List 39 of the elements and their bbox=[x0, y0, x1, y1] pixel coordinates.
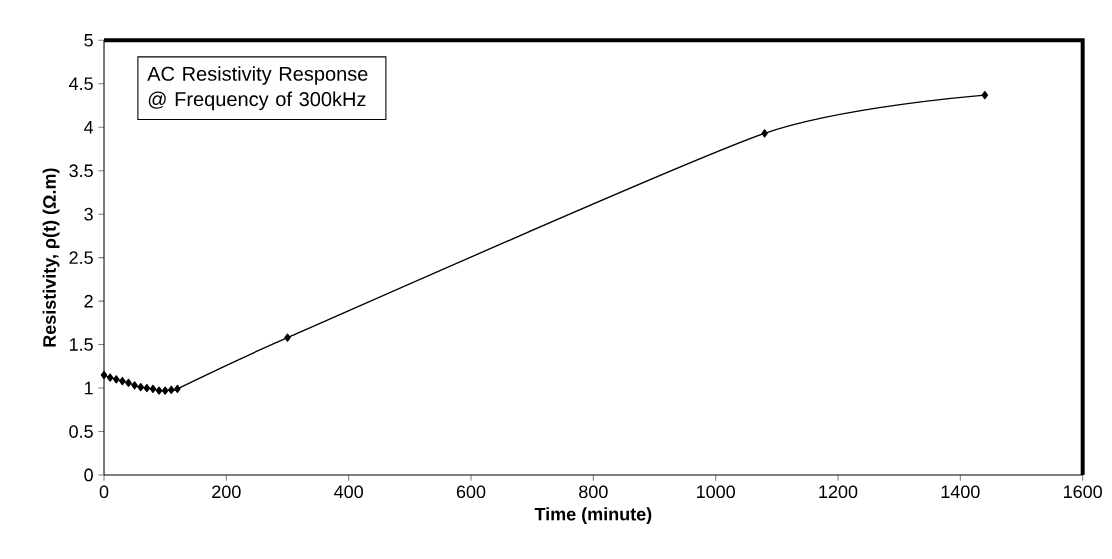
point bbox=[174, 384, 181, 394]
x-tick-label: 1600 bbox=[1064, 485, 1102, 499]
point bbox=[131, 381, 138, 390]
point bbox=[284, 333, 291, 342]
point bbox=[761, 129, 768, 138]
x-axis-title: Time (minute) bbox=[534, 507, 652, 525]
annotation: AC Resistivity Response @ Frequency of 300kHz bbox=[147, 66, 368, 111]
y-tick-label: 2.5 bbox=[69, 251, 93, 265]
x-tick-label: 1400 bbox=[941, 485, 980, 499]
y-tick-label: 1 bbox=[84, 381, 93, 395]
y-tick-label: 2 bbox=[84, 294, 93, 308]
y-tick-label: 4 bbox=[84, 121, 94, 134]
y-tick-label: 0 bbox=[84, 468, 93, 482]
x-tick-label: 400 bbox=[334, 485, 363, 499]
point bbox=[125, 378, 132, 387]
y-tick-label: 4.5 bbox=[69, 77, 93, 91]
y-tick-label: 3 bbox=[84, 207, 93, 221]
point bbox=[161, 386, 169, 395]
point bbox=[106, 373, 114, 382]
y-tick-label: 5 bbox=[84, 34, 93, 47]
point bbox=[143, 383, 151, 393]
x-tick-label: 0 bbox=[99, 485, 109, 499]
y-tick-label: 1.5 bbox=[69, 338, 93, 351]
point bbox=[168, 385, 175, 394]
x-tick-label: 1200 bbox=[819, 485, 858, 499]
y-tick-label: 0.5 bbox=[69, 425, 93, 438]
point bbox=[149, 384, 157, 394]
x-tick-label: 800 bbox=[579, 485, 608, 499]
point bbox=[112, 375, 120, 384]
point bbox=[119, 376, 126, 386]
point bbox=[981, 90, 989, 100]
point bbox=[155, 386, 163, 395]
y-axis-title: Resistivity, ρ(t) (Ω.m) bbox=[42, 168, 60, 347]
y-tick-label: 3.5 bbox=[69, 164, 93, 178]
x-tick-label: 600 bbox=[456, 485, 486, 499]
x-tick-label: 200 bbox=[212, 485, 241, 499]
point bbox=[100, 370, 108, 380]
point bbox=[137, 383, 144, 392]
x-tick-label: 1000 bbox=[697, 485, 735, 499]
